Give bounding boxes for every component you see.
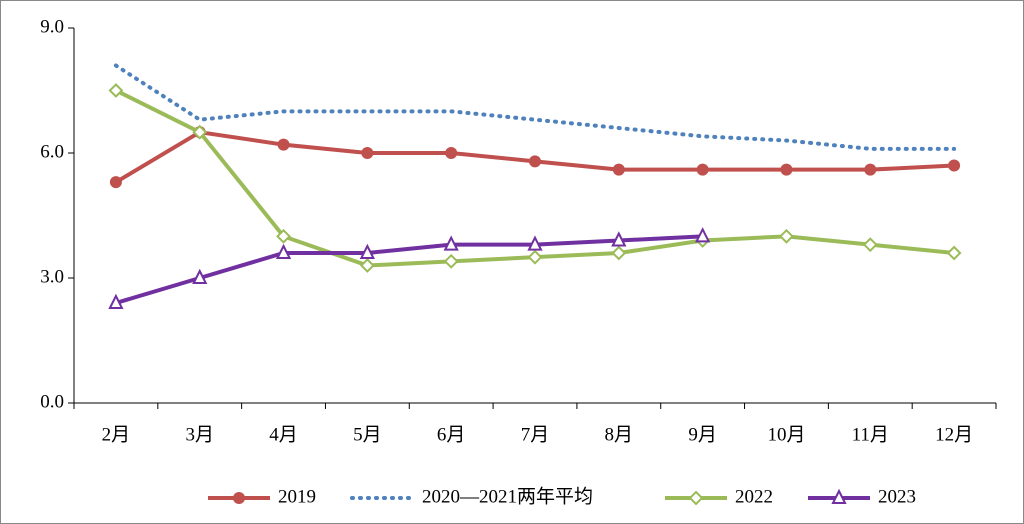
legend-label: 2022 xyxy=(735,486,773,507)
marker xyxy=(275,243,292,259)
marker xyxy=(696,163,709,176)
marker xyxy=(527,249,543,265)
x-tick-label: 8月 xyxy=(605,424,634,445)
x-tick-label: 12月 xyxy=(935,424,973,445)
legend-label: 2020—2021两年平均 xyxy=(422,485,593,507)
marker xyxy=(527,235,543,251)
y-tick-label: 6.0 xyxy=(40,141,64,162)
legend-marker xyxy=(831,488,847,504)
legend-marker xyxy=(233,492,245,504)
marker xyxy=(443,253,459,269)
series-line xyxy=(115,234,703,305)
x-tick-label: 9月 xyxy=(688,424,717,445)
marker xyxy=(361,147,374,159)
marker xyxy=(108,83,124,98)
x-tick-label: 2月 xyxy=(102,424,131,445)
x-tick-label: 4月 xyxy=(269,424,298,445)
y-tick-label: 9.0 xyxy=(40,16,64,37)
x-tick-label: 10月 xyxy=(767,424,805,445)
marker xyxy=(946,245,962,261)
marker xyxy=(445,147,458,159)
marker xyxy=(611,231,627,247)
marker xyxy=(359,243,375,259)
marker xyxy=(443,235,459,251)
x-tick-label: 11月 xyxy=(852,424,889,445)
marker xyxy=(529,155,541,168)
legend-label: 2023 xyxy=(878,486,916,507)
x-tick-label: 5月 xyxy=(353,424,382,445)
marker xyxy=(779,228,794,244)
marker xyxy=(359,258,375,273)
x-tick-label: 3月 xyxy=(185,424,214,445)
marker xyxy=(612,163,625,176)
marker xyxy=(948,159,961,172)
y-tick-label: 3.0 xyxy=(40,266,64,287)
marker xyxy=(864,163,877,176)
marker xyxy=(192,268,208,284)
legend-marker xyxy=(688,490,704,506)
x-tick-label: 7月 xyxy=(521,424,550,445)
marker xyxy=(695,227,711,243)
marker xyxy=(611,245,627,261)
marker xyxy=(862,237,878,253)
marker xyxy=(780,163,793,176)
marker xyxy=(192,124,208,140)
marker xyxy=(109,176,122,189)
x-tick-label: 6月 xyxy=(437,424,466,445)
marker xyxy=(276,228,291,244)
marker xyxy=(108,293,124,309)
y-tick-label: 0.0 xyxy=(40,391,64,412)
marker xyxy=(277,138,290,151)
legend-label: 2019 xyxy=(278,486,316,507)
